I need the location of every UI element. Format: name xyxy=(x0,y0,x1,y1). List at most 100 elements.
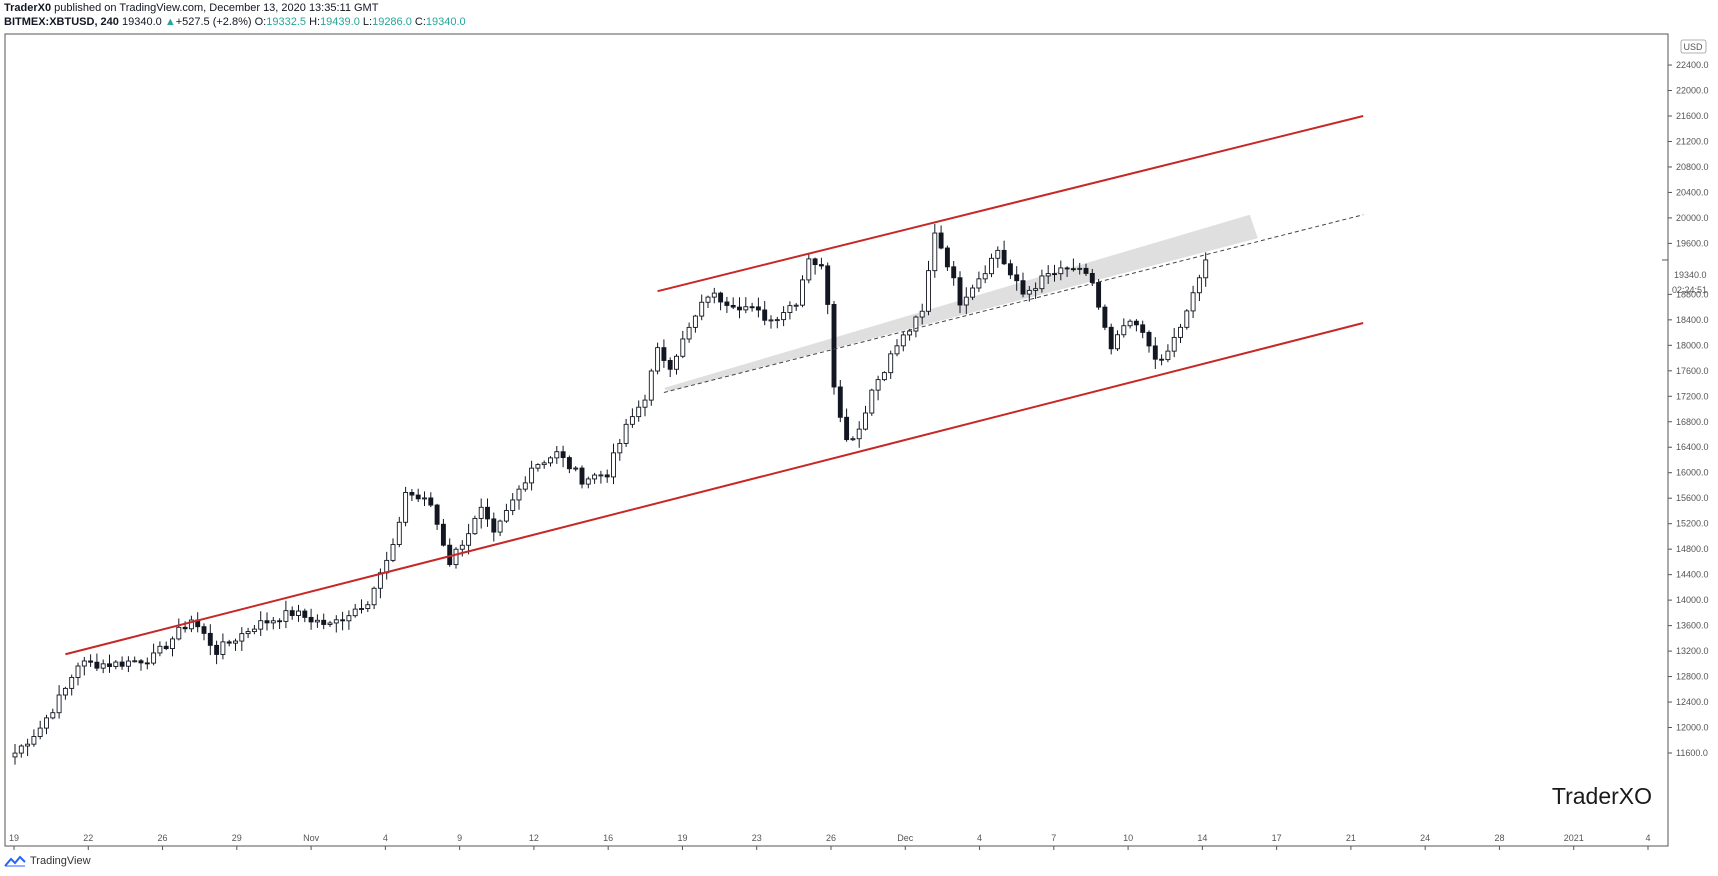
bar-countdown: 02:24:51 xyxy=(1672,285,1707,295)
candle-down xyxy=(724,301,730,306)
price-tick-label: 18000.0 xyxy=(1676,340,1709,350)
candle-up xyxy=(787,305,793,313)
time-tick-label: 4 xyxy=(383,833,388,843)
candle-up xyxy=(548,457,553,464)
high-label: H: xyxy=(309,16,321,28)
candle-up xyxy=(1171,336,1177,352)
time-tick-label: 12 xyxy=(529,833,539,843)
low-label: L: xyxy=(362,16,373,28)
time-tick-label: 2021 xyxy=(1564,833,1584,843)
candle-up xyxy=(963,296,969,306)
candle-up xyxy=(1033,288,1039,291)
candle-down xyxy=(302,610,308,618)
candle-down xyxy=(566,457,572,470)
midline-line xyxy=(663,214,1364,393)
plot-frame xyxy=(4,33,1669,847)
price-tick-label: 14800.0 xyxy=(1676,544,1709,554)
candle-up xyxy=(1178,326,1183,338)
candle-up xyxy=(743,306,749,311)
candle-up xyxy=(1203,259,1209,279)
candle-up xyxy=(692,315,698,328)
open-label: O: xyxy=(254,16,267,28)
candle-down xyxy=(737,306,742,311)
time-tick-label: 28 xyxy=(1494,833,1504,843)
price-change: +527.5 (+2.8%) xyxy=(175,16,252,28)
time-tick-label: Dec xyxy=(897,833,914,843)
candle-up xyxy=(283,610,289,622)
candle-up xyxy=(50,712,56,719)
price-tick-label: 22000.0 xyxy=(1676,86,1709,96)
candle-up xyxy=(503,510,509,522)
candle-up xyxy=(976,278,982,289)
candle-down xyxy=(1020,280,1026,295)
candles xyxy=(12,223,1209,765)
candle-down xyxy=(289,610,295,616)
time-tick-label: 9 xyxy=(457,833,462,843)
candle-up xyxy=(1115,334,1120,350)
candle-down xyxy=(1070,268,1076,271)
candle-up xyxy=(157,645,163,654)
candle-up xyxy=(390,544,396,561)
candle-up xyxy=(151,652,157,664)
trendlines xyxy=(65,115,1364,656)
footer-brand[interactable]: TradingView xyxy=(30,855,91,867)
price-tick-label: 18400.0 xyxy=(1676,315,1709,325)
candle-up xyxy=(1058,267,1064,275)
candle-down xyxy=(755,306,761,311)
candle-down xyxy=(818,264,824,267)
candle-down xyxy=(560,451,566,459)
candle-up xyxy=(1184,310,1190,328)
candle-up xyxy=(1196,277,1202,294)
candle-up xyxy=(806,258,812,281)
candle-up xyxy=(18,745,24,754)
time-tick-label: Nov xyxy=(303,833,320,843)
time-tick-label: 16 xyxy=(603,833,613,843)
candle-down xyxy=(119,661,125,667)
candle-up xyxy=(346,615,352,622)
candle-up xyxy=(478,506,484,519)
time-tick-label: 17 xyxy=(1272,833,1282,843)
candle-down xyxy=(749,306,755,309)
candle-up xyxy=(900,334,906,347)
time-tick-label: 22 xyxy=(83,833,93,843)
price-tick-label: 14000.0 xyxy=(1676,595,1709,605)
low-value: 19286.0 xyxy=(372,16,412,28)
close-label: C: xyxy=(414,16,426,28)
candle-up xyxy=(44,717,49,729)
candle-up xyxy=(62,687,68,696)
price-tick-label: 20400.0 xyxy=(1676,187,1709,197)
candle-up xyxy=(220,641,226,655)
candle-up xyxy=(125,660,131,667)
candle-up xyxy=(982,273,988,280)
candle-up xyxy=(132,660,138,663)
candle-up xyxy=(680,338,686,357)
candle-up xyxy=(239,633,245,642)
time-axis[interactable]: 19 22 26 29 Nov 4 9 12 16 19 23 26 Dec 4 7 10 14 17 21 24 28… xyxy=(9,833,1651,850)
candle-down xyxy=(491,518,497,533)
candle-up xyxy=(655,347,661,372)
candle-up xyxy=(333,619,339,624)
candle-up xyxy=(705,296,711,303)
candle-down xyxy=(1102,306,1108,328)
candle-up xyxy=(800,279,805,306)
candle-up xyxy=(875,379,881,391)
price-axis[interactable]: 22400.0 22000.0 21600.0 21200.0 20800.0 20400… xyxy=(1662,60,1709,758)
candle-up xyxy=(245,631,251,635)
price-tick-label: 15200.0 xyxy=(1676,519,1709,529)
price-tick-label: 14400.0 xyxy=(1676,570,1709,580)
author-name[interactable]: TraderX0 xyxy=(4,2,52,14)
candle-down xyxy=(1001,249,1007,265)
candle-up xyxy=(352,608,358,617)
candle-down xyxy=(434,504,440,525)
candle-down xyxy=(321,619,327,625)
candle-up xyxy=(894,345,900,355)
chart-header: TraderX0 published on TradingView.com, D… xyxy=(4,1,466,29)
candle-down xyxy=(1140,324,1146,333)
candle-up xyxy=(113,661,119,667)
tradingview-logo-icon xyxy=(4,855,26,867)
candle-down xyxy=(1089,272,1095,283)
candle-up xyxy=(907,330,913,336)
candle-down xyxy=(1014,274,1020,282)
symbol-label[interactable]: BITMEX:XBTUSD, 240 xyxy=(4,16,119,28)
